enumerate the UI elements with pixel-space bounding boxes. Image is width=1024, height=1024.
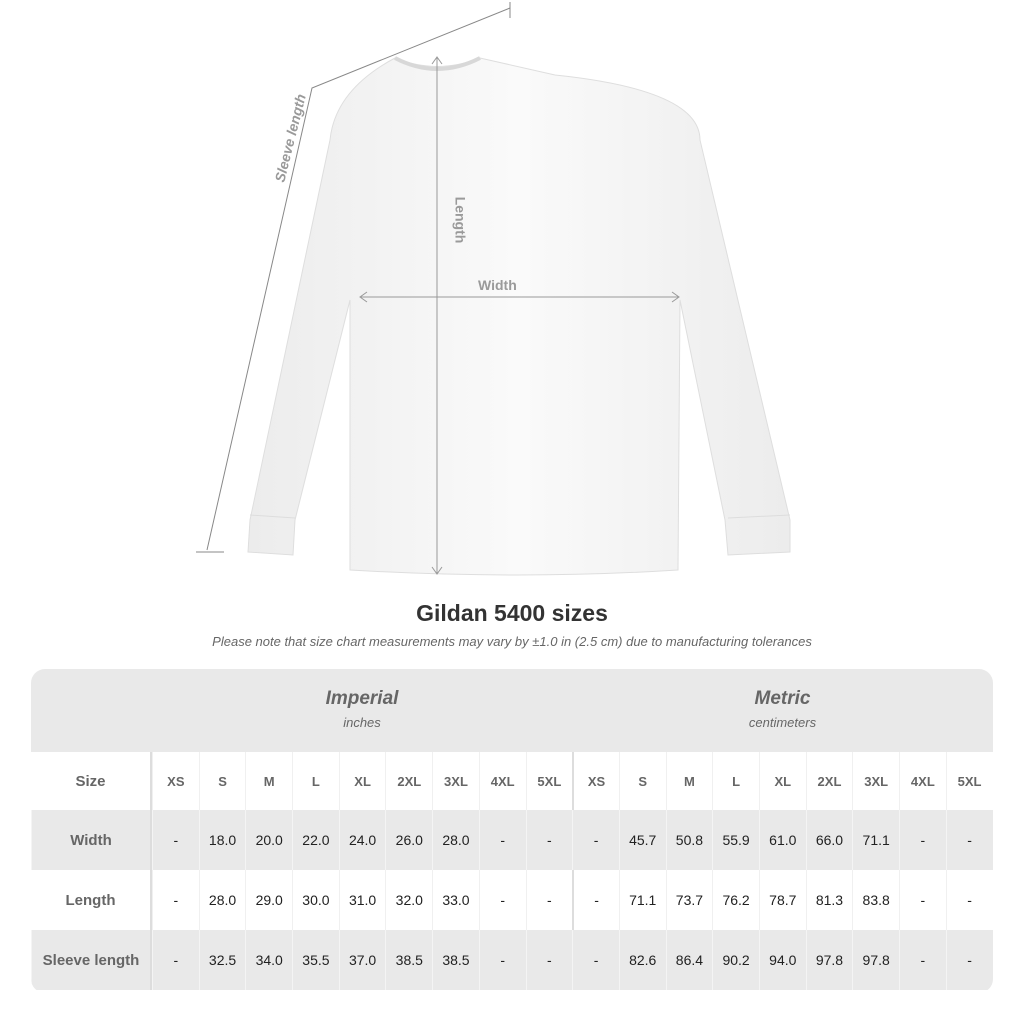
metric-value: 81.3 xyxy=(805,870,853,930)
metric-value: - xyxy=(899,930,946,990)
imperial-value: 29.0 xyxy=(245,870,292,930)
imperial-title: Imperial xyxy=(325,688,399,709)
metric-value: - xyxy=(572,870,619,930)
table-row-width: Width -18.0 20.0 22.0 24.0 26.0 28.0- - -45.7 50.… xyxy=(31,810,993,870)
table-row-sleeve-length: Sleeve length -32.5 34.0 35.5 37.0 38.5 38.5- -… xyxy=(31,930,993,990)
metric-size-3xl: 3XL xyxy=(852,752,899,810)
imperial-value: 32.0 xyxy=(385,870,432,930)
imperial-value: - xyxy=(478,930,526,990)
row-label: Width xyxy=(31,810,152,870)
imperial-size-2xl: 2XL xyxy=(385,752,432,810)
metric-header: Metric centimeters xyxy=(572,669,993,752)
imperial-header: Imperial inches xyxy=(152,669,572,752)
imperial-value: - xyxy=(478,810,526,870)
metric-value: 97.8 xyxy=(805,930,853,990)
imperial-value: 38.5 xyxy=(385,930,432,990)
metric-value: 97.8 xyxy=(852,930,899,990)
imperial-value: - xyxy=(525,930,573,990)
imperial-value: - xyxy=(525,810,573,870)
imperial-size-l: L xyxy=(292,752,339,810)
imperial-value: 37.0 xyxy=(338,930,386,990)
imperial-size-3xl: 3XL xyxy=(432,752,479,810)
page-title: Gildan 5400 sizes xyxy=(416,600,608,626)
length-measure-line xyxy=(431,56,443,575)
unit-header-band xyxy=(31,669,993,752)
imperial-value: 22.0 xyxy=(292,810,339,870)
metric-value: 86.4 xyxy=(665,930,713,990)
imperial-size-xs: XS xyxy=(152,752,199,810)
metric-value: 83.8 xyxy=(852,870,899,930)
metric-value: - xyxy=(572,810,619,870)
imperial-value: 35.5 xyxy=(292,930,339,990)
metric-value: - xyxy=(945,870,993,930)
metric-size-5xl: 5XL xyxy=(945,752,993,810)
metric-value: 71.1 xyxy=(852,810,899,870)
imperial-size-4xl: 4XL xyxy=(478,752,526,810)
imperial-value: 24.0 xyxy=(338,810,386,870)
metric-value: 78.7 xyxy=(758,870,806,930)
length-label: Length xyxy=(452,196,469,244)
width-label: Width xyxy=(478,277,517,293)
sleeve-length-measure-line xyxy=(196,2,511,553)
metric-value: 66.0 xyxy=(805,810,853,870)
metric-size-l: L xyxy=(712,752,759,810)
imperial-value: - xyxy=(152,810,199,870)
imperial-value: 30.0 xyxy=(292,870,339,930)
row-label: Sleeve length xyxy=(31,930,152,990)
metric-value: 76.2 xyxy=(712,870,759,930)
imperial-value: 28.0 xyxy=(432,810,479,870)
size-header-label: Size xyxy=(31,752,152,810)
metric-value: - xyxy=(572,930,619,990)
imperial-value: 38.5 xyxy=(432,930,479,990)
imperial-value: 32.5 xyxy=(198,930,246,990)
tolerance-note: Please note that size chart measurements… xyxy=(212,634,812,649)
metric-size-xl: XL xyxy=(758,752,806,810)
metric-size-2xl: 2XL xyxy=(805,752,853,810)
imperial-size-5xl: 5XL xyxy=(525,752,573,810)
imperial-size-m: M xyxy=(245,752,292,810)
metric-value: - xyxy=(945,930,993,990)
metric-size-4xl: 4XL xyxy=(899,752,946,810)
imperial-unit: inches xyxy=(343,715,381,730)
size-header-row: Size XS S M L XL 2XL 3XL 4XL 5XL XS S M L XL 2XL 3XL 4XL 5… xyxy=(31,752,993,810)
imperial-value: 18.0 xyxy=(198,810,246,870)
imperial-value: - xyxy=(478,870,526,930)
metric-value: 45.7 xyxy=(618,810,666,870)
metric-title: Metric xyxy=(754,688,811,709)
metric-value: 55.9 xyxy=(712,810,759,870)
long-sleeve-shirt-illustration xyxy=(196,2,791,576)
imperial-value: 26.0 xyxy=(385,810,432,870)
imperial-value: 33.0 xyxy=(432,870,479,930)
metric-value: 82.6 xyxy=(618,930,666,990)
size-table: Imperial inches Metric centimeters Size X… xyxy=(31,669,993,993)
imperial-value: 34.0 xyxy=(245,930,292,990)
imperial-size-s: S xyxy=(198,752,246,810)
metric-value: - xyxy=(899,870,946,930)
table-row-length: Length -28.0 29.0 30.0 31.0 32.0 33.0- - -71.1 73… xyxy=(31,870,993,930)
imperial-value: 31.0 xyxy=(338,870,386,930)
metric-size-xs: XS xyxy=(572,752,619,810)
metric-value: 61.0 xyxy=(758,810,806,870)
metric-size-m: M xyxy=(665,752,713,810)
metric-value: 94.0 xyxy=(758,930,806,990)
imperial-value: - xyxy=(152,870,199,930)
imperial-value: - xyxy=(152,930,199,990)
imperial-size-xl: XL xyxy=(338,752,386,810)
metric-value: - xyxy=(899,810,946,870)
metric-value: 71.1 xyxy=(618,870,666,930)
metric-value: - xyxy=(945,810,993,870)
imperial-value: 28.0 xyxy=(198,870,246,930)
metric-value: 90.2 xyxy=(712,930,759,990)
metric-value: 50.8 xyxy=(665,810,713,870)
metric-size-s: S xyxy=(618,752,666,810)
row-label: Length xyxy=(31,870,152,930)
metric-value: 73.7 xyxy=(665,870,713,930)
width-measure-line xyxy=(359,291,680,303)
metric-unit: centimeters xyxy=(748,715,817,730)
imperial-value: - xyxy=(525,870,573,930)
imperial-value: 20.0 xyxy=(245,810,292,870)
